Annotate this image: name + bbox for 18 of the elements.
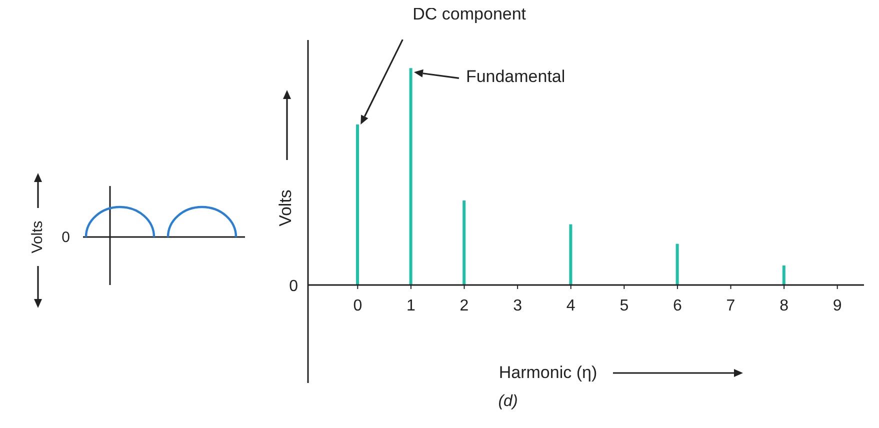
- y-axis-title: Volts: [276, 190, 295, 226]
- x-tick-label: 9: [832, 297, 842, 314]
- x-tick-label: 4: [566, 297, 576, 314]
- text: (d): [498, 393, 518, 410]
- text: 0: [62, 229, 70, 246]
- x-tick-label: 3: [513, 297, 522, 314]
- x-tick-label: 6: [672, 297, 682, 314]
- x-tick-label: 8: [780, 297, 789, 314]
- annotation: Fundamental: [466, 67, 566, 86]
- text: Volts: [29, 220, 46, 254]
- x-tick-label: 0: [353, 297, 362, 314]
- text: DC component: [412, 4, 526, 24]
- x-tick-label: 2: [460, 297, 469, 314]
- x-tick-label: 5: [620, 297, 629, 314]
- x-tick-label: 1: [406, 297, 416, 314]
- text: 0: [289, 278, 298, 295]
- x-tick-label: 7: [726, 297, 736, 314]
- x-axis-title: Harmonic (η): [498, 363, 598, 382]
